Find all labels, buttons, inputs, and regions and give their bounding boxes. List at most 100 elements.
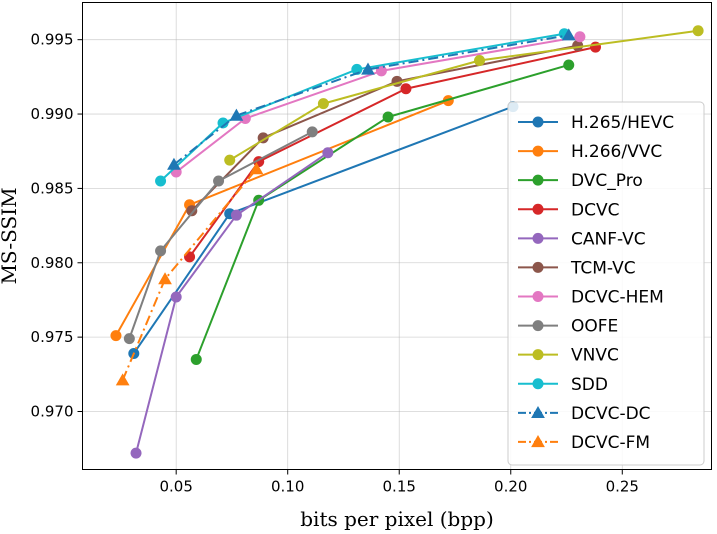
legend-label: SDD bbox=[571, 375, 608, 395]
series-tcm-vc bbox=[186, 40, 584, 217]
series-line-h-266-vvc bbox=[115, 99, 449, 337]
legend-label: H.266/VVC bbox=[571, 142, 662, 162]
plot-series bbox=[110, 25, 704, 459]
legend-item-oofe: OOFE bbox=[518, 317, 618, 337]
series-oofe bbox=[123, 126, 318, 345]
legend-marker bbox=[532, 291, 544, 302]
data-point-dcvc bbox=[400, 83, 412, 95]
legend-marker bbox=[531, 435, 545, 448]
x-tick-label: 0.15 bbox=[383, 478, 416, 496]
legend-item-canf-vc: CANF-VC bbox=[518, 229, 646, 249]
legend-marker bbox=[532, 203, 544, 215]
legend-label: DCVC-FM bbox=[571, 433, 650, 453]
legend: H.265/HEVC H.266/VVC DVC_Pro DCVC CANF-VC TCM… bbox=[507, 101, 705, 466]
data-point-oofe bbox=[306, 126, 318, 138]
data-point-dcvc-dc bbox=[361, 62, 375, 75]
legend-marker bbox=[532, 174, 544, 186]
y-tick-label: 0.995 bbox=[31, 31, 74, 49]
x-axis-label: bits per pixel (bpp) bbox=[300, 507, 494, 531]
series-line-tcm-vc bbox=[191, 44, 578, 212]
data-point-oofe bbox=[155, 245, 167, 257]
legend-label: VNVC bbox=[571, 346, 619, 366]
series-line-sdd bbox=[159, 32, 565, 182]
legend-label: DVC_Pro bbox=[571, 171, 643, 191]
legend-label: DCVC-DC bbox=[571, 404, 651, 424]
legend-item-dcvc-hem: DCVC-HEM bbox=[518, 288, 664, 308]
plot-frame bbox=[82, 2, 712, 470]
data-point-canf-vc bbox=[130, 447, 142, 459]
legend-item-dvc-pro: DVC_Pro bbox=[518, 171, 643, 191]
data-point-dcvc-dc bbox=[229, 108, 244, 121]
data-point-dcvc-dc bbox=[561, 28, 576, 41]
data-point-vnvc bbox=[692, 25, 704, 37]
data-point-oofe bbox=[123, 333, 135, 345]
series-dcvc-dc bbox=[167, 28, 576, 170]
legend-label: DCVC-HEM bbox=[571, 288, 664, 308]
y-tick-label: 0.980 bbox=[31, 254, 74, 272]
legend-label: TCM-VC bbox=[570, 258, 636, 278]
legend-marker bbox=[531, 405, 545, 418]
legend-item-dcvc-dc: DCVC-DC bbox=[518, 404, 651, 424]
series-line-oofe bbox=[128, 131, 313, 339]
legend-marker bbox=[532, 116, 544, 128]
x-tick-label: 0.10 bbox=[271, 478, 304, 496]
data-point-sdd bbox=[155, 175, 167, 187]
series-line-canf-vc bbox=[135, 151, 329, 454]
data-point-dvc-pro bbox=[190, 353, 202, 365]
data-point-canf-vc bbox=[230, 209, 242, 221]
x-tick-label: 0.25 bbox=[606, 478, 639, 496]
y-tick-label: 0.975 bbox=[31, 328, 74, 346]
legend-item-tcm-vc: TCM-VC bbox=[518, 258, 636, 278]
y-tick-label: 0.990 bbox=[31, 105, 74, 123]
series-h-265-hevc bbox=[128, 101, 519, 359]
data-point-dcvc-hem bbox=[574, 31, 586, 43]
axis-ticks: 0.05 0.10 0.15 0.20 0.25 0.970 0.975 0.980 0.985… bbox=[31, 31, 639, 496]
legend-box bbox=[507, 101, 705, 466]
x-tick-label: 0.05 bbox=[159, 478, 192, 496]
series-dcvc-fm bbox=[115, 162, 264, 386]
series-canf-vc bbox=[130, 147, 334, 459]
legend-item-h-266-vvc: H.266/VVC bbox=[518, 142, 662, 162]
legend-marker bbox=[532, 145, 544, 157]
data-point-dcvc-fm bbox=[115, 373, 130, 386]
data-point-oofe bbox=[213, 175, 225, 187]
series-dvc-pro bbox=[190, 59, 575, 365]
data-point-dcvc-dc bbox=[167, 157, 181, 170]
data-point-vnvc bbox=[474, 55, 486, 67]
legend-label: DCVC bbox=[571, 200, 619, 220]
legend-marker bbox=[532, 378, 544, 390]
legend-label: H.265/HEVC bbox=[571, 113, 674, 133]
data-point-sdd bbox=[351, 63, 363, 75]
y-tick-label: 0.970 bbox=[31, 402, 74, 420]
series-h-266-vvc bbox=[110, 95, 454, 342]
legend-label: CANF-VC bbox=[571, 229, 646, 249]
legend-marker bbox=[532, 232, 544, 244]
legend-item-h-265-hevc: H.265/HEVC bbox=[518, 113, 674, 133]
y-axis-label: MS-SSIM bbox=[0, 187, 21, 284]
data-point-vnvc bbox=[317, 98, 329, 110]
data-point-dcvc-fm bbox=[249, 162, 264, 175]
legend-item-vnvc: VNVC bbox=[518, 346, 619, 366]
legend-item-dcvc: DCVC bbox=[518, 200, 619, 220]
legend-label: OOFE bbox=[571, 317, 618, 337]
legend-marker bbox=[532, 320, 544, 332]
data-point-canf-vc bbox=[170, 291, 182, 303]
series-dcvc-hem bbox=[170, 31, 586, 178]
data-point-dvc-pro bbox=[563, 59, 575, 71]
series-line-vnvc bbox=[229, 29, 699, 162]
y-tick-label: 0.985 bbox=[31, 179, 74, 197]
series-line-dcvc-hem bbox=[175, 35, 581, 173]
x-tick-label: 0.20 bbox=[494, 478, 527, 496]
legend-item-sdd: SDD bbox=[518, 375, 608, 395]
legend-item-dcvc-fm: DCVC-FM bbox=[518, 433, 650, 453]
data-point-tcm-vc bbox=[186, 205, 198, 217]
data-point-h-266-vvc bbox=[110, 330, 122, 342]
series-line-dvc-pro bbox=[195, 64, 570, 360]
series-line-h-265-hevc bbox=[132, 105, 514, 355]
data-point-dcvc-fm bbox=[158, 272, 172, 285]
legend-marker bbox=[532, 349, 544, 361]
series-line-dcvc-dc bbox=[173, 34, 569, 166]
legend-marker bbox=[532, 261, 544, 273]
series-vnvc bbox=[224, 25, 704, 166]
